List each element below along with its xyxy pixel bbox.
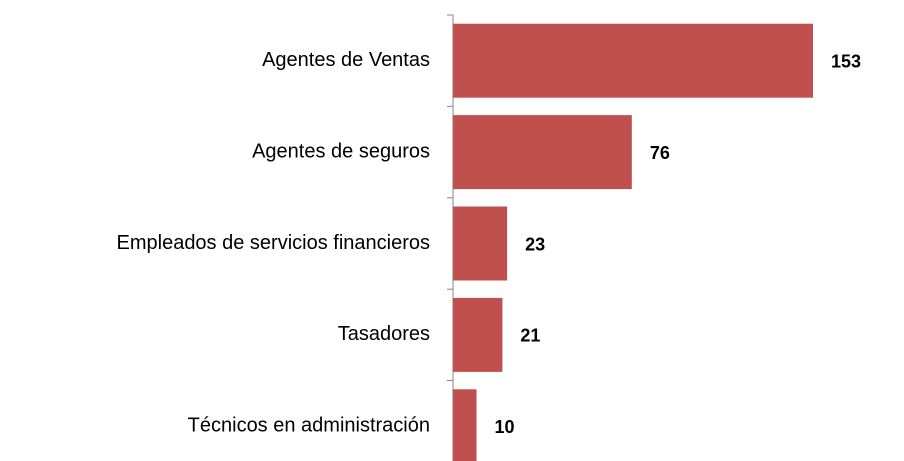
bar	[453, 297, 503, 372]
y-tick-label: Agentes de seguros	[252, 140, 430, 162]
data-label: 10	[495, 417, 515, 437]
data-label: 153	[831, 51, 861, 71]
bar	[453, 206, 508, 281]
y-tick-label: Tasadores	[338, 323, 430, 345]
bar	[453, 389, 477, 461]
bar	[453, 23, 813, 98]
y-tick-label: Agentes de Ventas	[262, 49, 430, 71]
bar	[453, 115, 632, 190]
data-label: 21	[520, 326, 540, 346]
y-tick-label: Técnicos en administración	[188, 415, 430, 437]
y-tick-label: Empleados de servicios financieros	[117, 232, 431, 254]
data-label: 23	[525, 234, 545, 254]
data-label: 76	[650, 143, 670, 163]
